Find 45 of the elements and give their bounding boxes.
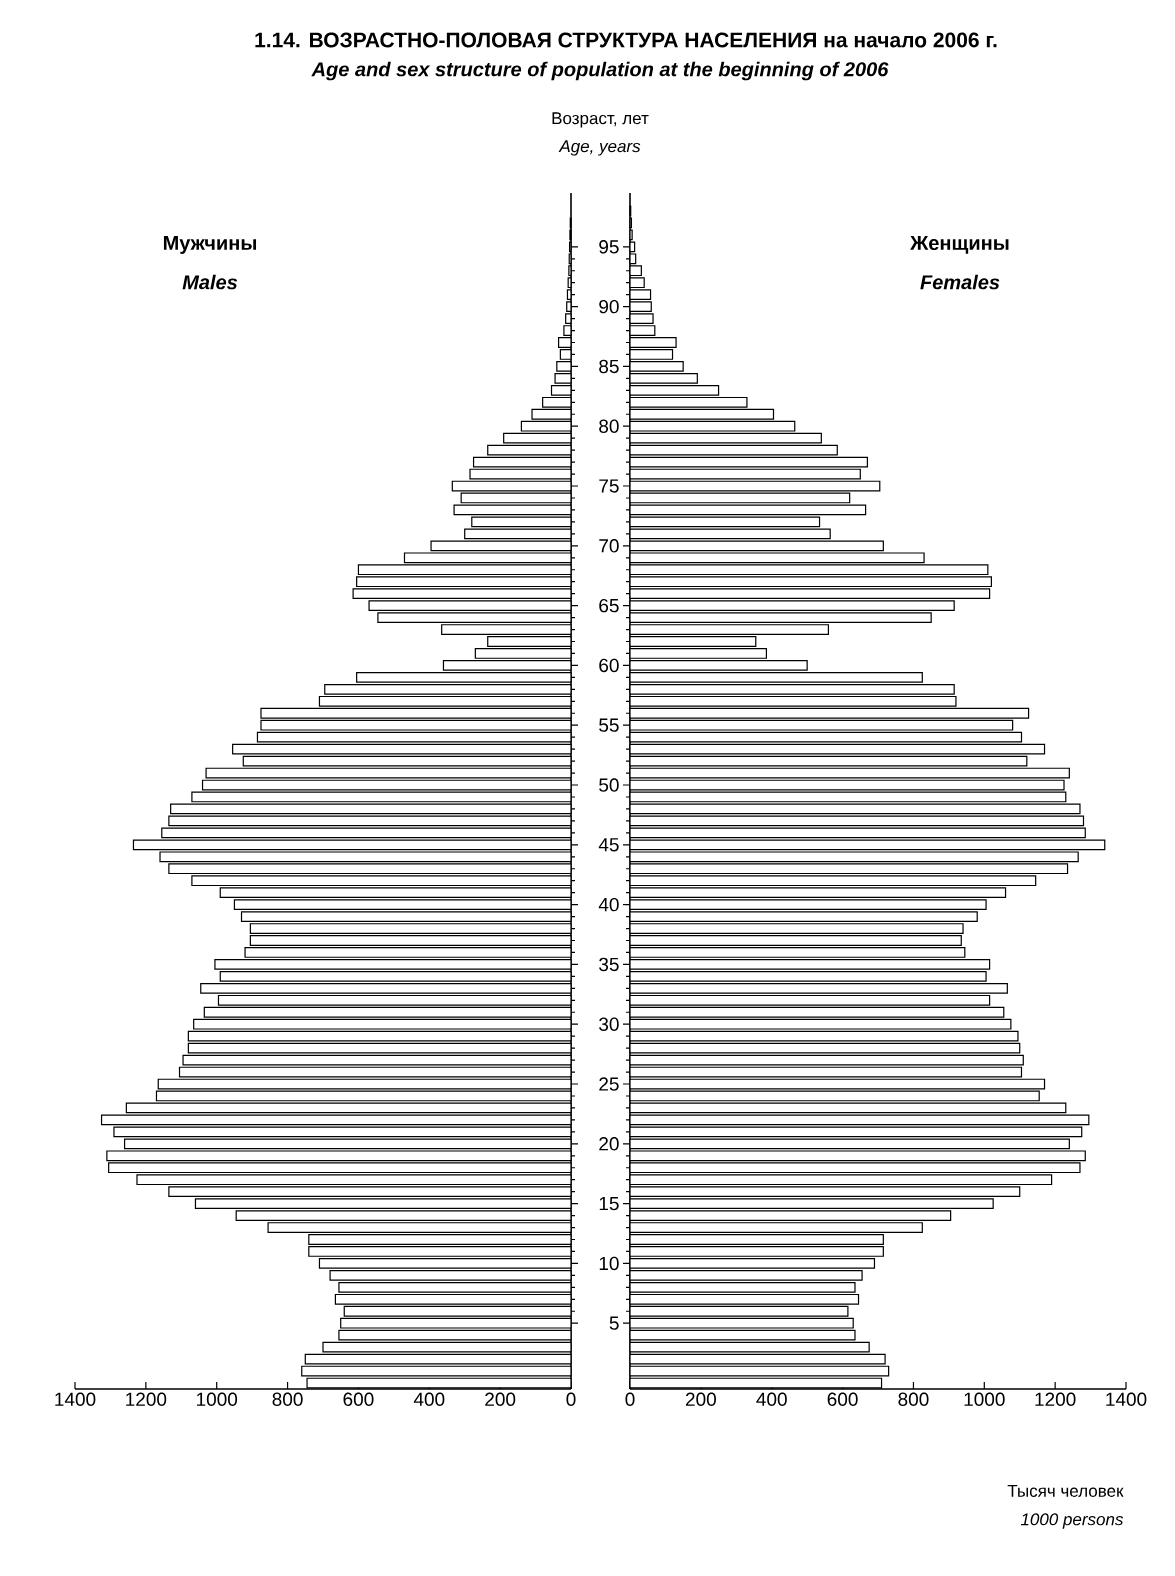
x-tick-label: 600 bbox=[827, 1392, 858, 1406]
y-axis-title: Возраст, лет bbox=[552, 112, 649, 128]
y-tick-label: 45 bbox=[598, 838, 619, 852]
y-tick-label: 55 bbox=[599, 718, 619, 732]
x-tick-label: 0 bbox=[566, 1392, 576, 1406]
x-tick-label: 1000 bbox=[197, 1392, 238, 1406]
x-axis-title: Тысяч человек bbox=[1007, 1485, 1124, 1497]
y-tick-label: 85 bbox=[599, 359, 619, 374]
y-tick-label: 65 bbox=[599, 598, 619, 613]
y-tick-label: 15 bbox=[599, 1197, 619, 1211]
y-tick-label: 70 bbox=[599, 539, 619, 553]
x-tick-label: 1400 bbox=[1106, 1392, 1147, 1406]
chart-subtitle: Age and sex structure of population at the beginning of 2006 bbox=[311, 61, 889, 81]
y-tick-label: 60 bbox=[599, 658, 619, 673]
y-tick-label: 5 bbox=[609, 1316, 619, 1330]
y-tick-label: 40 bbox=[598, 897, 619, 912]
x-tick-label: 1000 bbox=[964, 1392, 1005, 1406]
x-tick-label: 400 bbox=[413, 1392, 445, 1406]
annotation: Females bbox=[920, 274, 1000, 290]
text: 1.14. ВОЗРАСТНО-ПОЛОВАЯ СТРУКТУРА НАСЕЛЕНИЯ на начало 2006 г. bbox=[255, 32, 997, 48]
x-tick-label: 800 bbox=[898, 1392, 929, 1406]
y-tick-label: 25 bbox=[599, 1077, 619, 1091]
x-tick-label: 600 bbox=[343, 1392, 374, 1406]
y-tick-label: 30 bbox=[599, 1017, 619, 1031]
y-axis-title: Age, years bbox=[558, 140, 641, 156]
x-tick-label: 0 bbox=[625, 1392, 635, 1406]
y-tick-label: 80 bbox=[599, 419, 619, 433]
x-tick-label: 1200 bbox=[126, 1392, 167, 1406]
x-tick-label: 200 bbox=[485, 1392, 516, 1406]
x-tick-label: 1400 bbox=[55, 1392, 96, 1406]
x-tick-label: 400 bbox=[756, 1392, 787, 1406]
x-tick-label: 800 bbox=[272, 1392, 303, 1406]
y-tick-label: 20 bbox=[599, 1137, 619, 1151]
y-tick-label: 35 bbox=[599, 957, 619, 972]
x-tick-label: 200 bbox=[685, 1392, 716, 1406]
text: Мужчины bbox=[163, 236, 257, 254]
y-tick-label: 50 bbox=[599, 778, 619, 792]
y-tick-label: 90 bbox=[599, 299, 619, 314]
y-tick-label: 10 bbox=[599, 1256, 619, 1271]
y-tick-label: 95 bbox=[599, 240, 619, 254]
x-tick-label: 1200 bbox=[1035, 1392, 1076, 1406]
text: Женщины bbox=[910, 236, 1009, 254]
y-tick-label: 75 bbox=[599, 479, 619, 493]
annotation: Males bbox=[182, 274, 238, 290]
text: 1000 persons bbox=[1020, 1513, 1124, 1529]
